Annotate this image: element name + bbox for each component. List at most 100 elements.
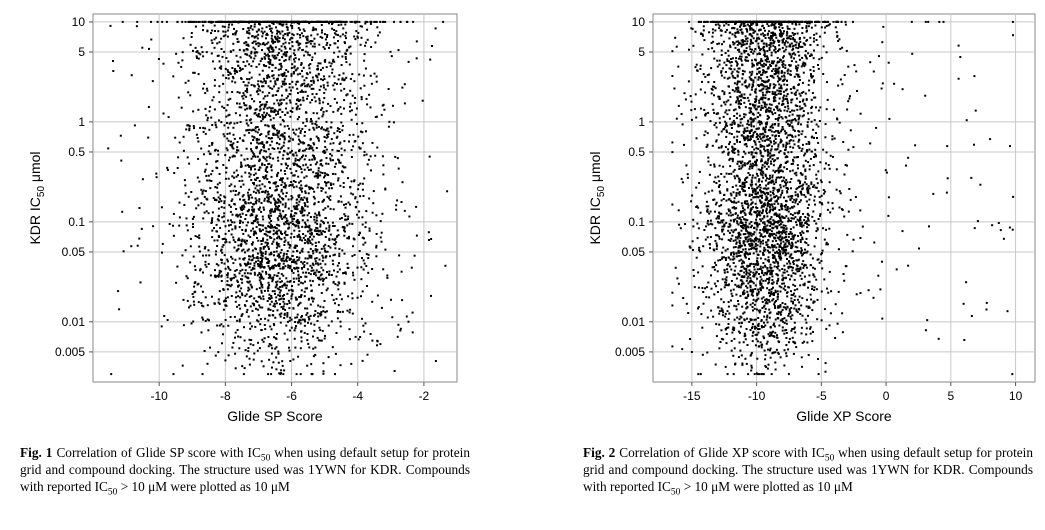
data-point — [275, 296, 278, 299]
data-point — [774, 91, 777, 94]
data-point — [234, 269, 237, 272]
data-point — [241, 195, 244, 198]
data-point — [365, 130, 367, 133]
data-point — [314, 229, 317, 232]
data-point — [206, 179, 209, 182]
data-point — [193, 265, 196, 268]
data-point — [226, 283, 229, 286]
data-point — [259, 105, 262, 108]
data-point — [277, 87, 280, 90]
data-point — [267, 287, 270, 289]
data-point — [273, 148, 276, 150]
data-point — [401, 299, 404, 302]
data-point — [301, 262, 304, 265]
data-point — [258, 152, 261, 155]
data-point — [302, 90, 305, 93]
data-point — [269, 325, 272, 328]
data-point — [161, 20, 164, 23]
data-point — [779, 186, 782, 189]
data-point — [318, 102, 321, 105]
data-point — [671, 304, 674, 307]
data-point — [263, 177, 266, 180]
data-point — [274, 202, 277, 205]
data-point — [284, 202, 287, 205]
data-point — [769, 41, 772, 44]
data-point — [306, 205, 309, 208]
data-point — [263, 52, 266, 55]
data-point — [760, 96, 763, 99]
data-point — [240, 154, 243, 157]
data-point — [320, 186, 323, 189]
data-point — [239, 264, 242, 267]
data-point — [288, 280, 291, 283]
data-point — [299, 166, 302, 168]
data-point — [841, 331, 844, 334]
data-point — [140, 227, 143, 230]
data-point — [262, 206, 265, 209]
data-point — [265, 230, 268, 233]
data-point — [290, 297, 293, 300]
data-point — [671, 75, 674, 77]
data-point — [318, 251, 321, 254]
data-point — [769, 347, 772, 350]
data-point — [762, 242, 765, 245]
data-point — [299, 198, 302, 201]
data-point — [215, 250, 218, 253]
data-point — [267, 125, 270, 128]
y-tick-label: 0.5 — [628, 145, 645, 159]
data-point — [313, 20, 316, 23]
data-point — [284, 284, 287, 287]
data-point — [261, 58, 264, 60]
data-point — [216, 218, 219, 221]
data-point — [261, 224, 264, 227]
data-point — [276, 309, 279, 312]
data-point — [291, 293, 294, 296]
data-point — [774, 141, 777, 144]
data-point — [198, 20, 201, 23]
data-point — [328, 197, 330, 200]
data-point — [322, 370, 325, 373]
data-point — [757, 138, 760, 140]
data-point — [841, 46, 844, 49]
data-point — [227, 177, 230, 180]
data-point — [283, 51, 286, 54]
data-point — [281, 267, 284, 270]
data-point — [252, 222, 255, 225]
data-point — [228, 156, 231, 159]
data-point — [239, 336, 242, 339]
data-point — [279, 123, 282, 126]
data-point — [186, 299, 189, 302]
data-point — [354, 197, 357, 200]
data-point — [255, 30, 258, 33]
data-point — [200, 285, 203, 288]
data-point — [258, 63, 261, 66]
data-point — [284, 113, 287, 116]
data-point — [223, 215, 225, 218]
data-point — [259, 150, 262, 153]
data-point — [303, 82, 306, 85]
data-point — [231, 198, 234, 201]
data-point — [281, 56, 284, 59]
data-point — [270, 37, 273, 40]
data-point — [326, 127, 329, 130]
data-point — [217, 196, 220, 199]
data-point — [802, 63, 805, 66]
data-point — [241, 206, 244, 209]
data-point — [351, 73, 354, 76]
data-point — [283, 312, 286, 315]
data-point — [256, 51, 259, 54]
data-point — [782, 231, 785, 233]
data-point — [247, 43, 250, 46]
data-point — [317, 183, 320, 186]
data-point — [352, 274, 355, 277]
data-point — [694, 30, 697, 33]
y-tick-label: 0.01 — [62, 315, 86, 329]
data-point — [294, 159, 297, 162]
data-point — [217, 219, 220, 222]
data-point — [794, 117, 796, 120]
data-point — [310, 120, 313, 123]
data-point — [761, 79, 764, 82]
data-point — [816, 20, 819, 23]
data-point — [322, 110, 325, 113]
data-point — [266, 199, 269, 202]
